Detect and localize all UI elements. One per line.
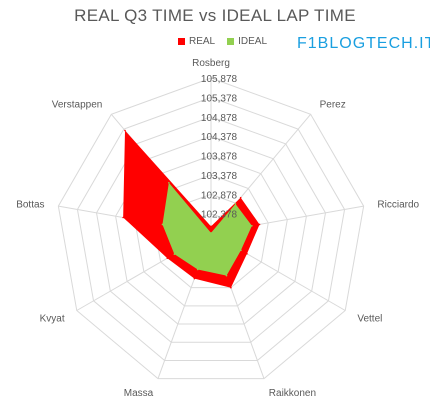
r-tick-label: 102,378 [201,210,238,221]
data-point-real [193,277,196,280]
data-point-real [122,216,124,219]
legend-swatch-ideal [227,38,235,45]
r-tick-label: 104,378 [201,132,238,143]
r-tick-label: 104,878 [201,113,238,124]
r-tick-label: 102,878 [201,190,238,201]
category-label: Rosberg [192,58,230,69]
data-point-ideal [168,181,170,184]
data-point-real [210,225,212,228]
data-point-real [258,223,261,226]
legend-label-ideal: IDEAL [238,36,268,47]
category-label: Perez [320,100,346,111]
legend-swatch-real [178,38,185,45]
watermark: F1BLOGTECH.IT [297,35,430,52]
data-point-ideal [240,249,242,252]
category-label: Ricciardo [377,200,419,211]
category-label: Kvyat [40,314,65,325]
data-point-ideal [210,232,212,234]
r-tick-label: 105,378 [201,93,238,104]
data-point-ideal [196,268,199,271]
data-point-ideal [251,224,253,227]
series-area-ideal [162,182,252,276]
grid-ring [57,77,365,380]
data-point-real [166,257,169,260]
r-tick-label: 103,378 [201,171,238,182]
legend-item-ideal: IDEAL [227,36,267,47]
data-point-real [230,286,232,289]
category-label: Verstappen [52,100,103,111]
r-tick-label: 105,878 [201,74,238,85]
category-label: Bottas [16,200,44,211]
r-tick-label: 103,878 [201,152,238,163]
data-point-ideal [161,223,164,226]
grid-ring [95,116,327,343]
category-label: Massa [124,388,154,399]
data-point-real [246,252,248,255]
category-label: Vettel [357,314,382,325]
legend-item-real: REAL [178,36,215,47]
grid-ring [76,96,346,361]
data-point-real [124,129,126,132]
chart-title: REAL Q3 TIME vs IDEAL LAP TIME [74,6,356,25]
data-point-ideal [225,274,228,277]
data-point-ideal [173,253,176,255]
data-point-ideal [234,203,237,205]
category-label: Raikkonen [269,388,316,399]
legend-label-real: REAL [189,36,216,47]
data-point-real [239,196,242,199]
legend: REAL IDEAL [178,36,279,47]
